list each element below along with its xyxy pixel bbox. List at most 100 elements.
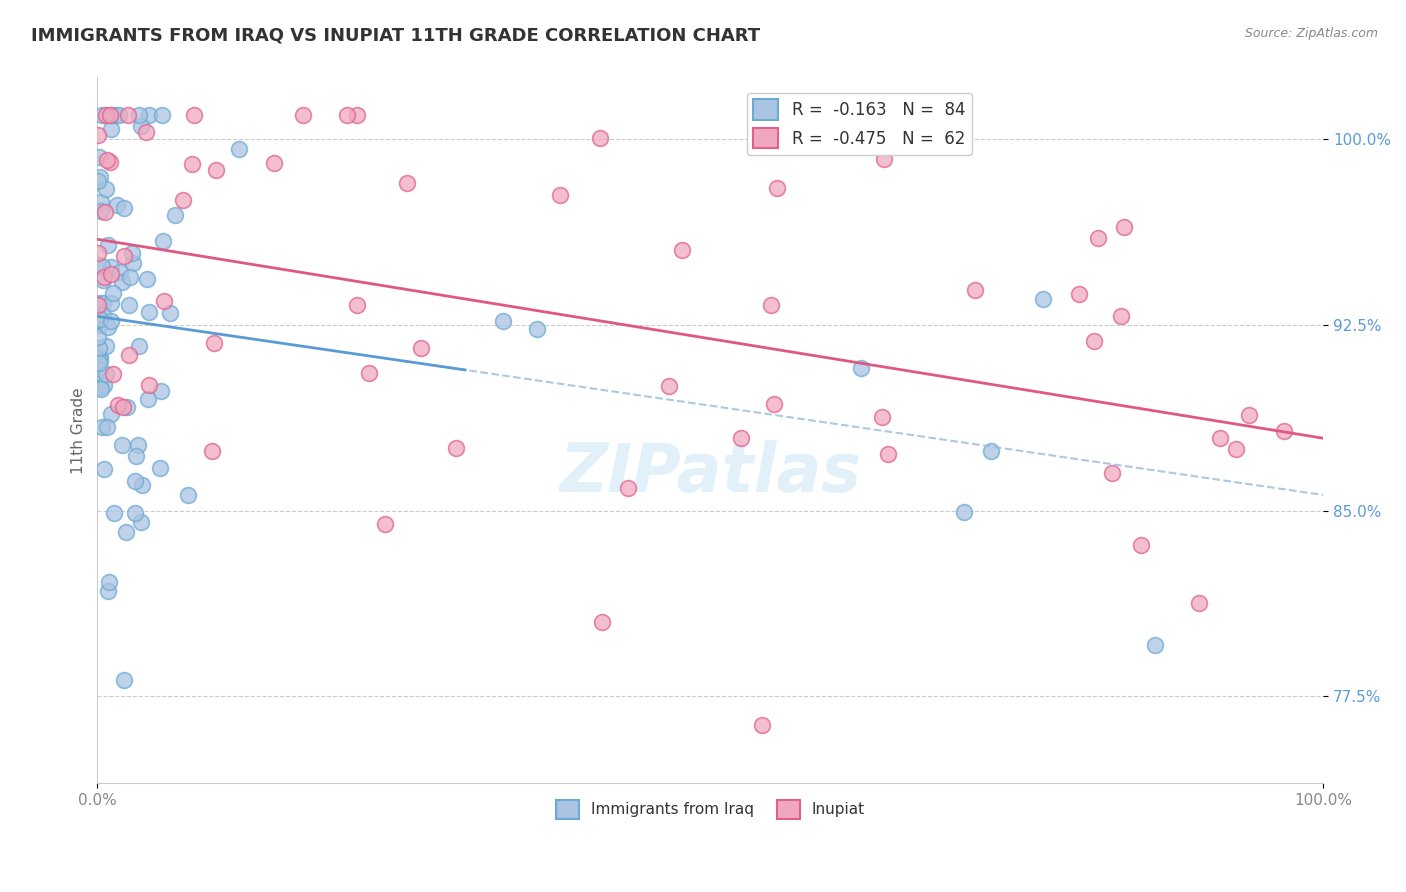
Y-axis label: 11th Grade: 11th Grade (72, 387, 86, 474)
Point (89, 169, 111, 184)
Point (100, 260, 122, 274)
Point (128, 107, 150, 121)
Point (617, 481, 640, 495)
Point (87, 258, 110, 272)
Point (150, 107, 173, 121)
Point (153, 294, 176, 309)
Point (177, 487, 200, 501)
Point (124, 506, 146, 520)
Point (96, 420, 118, 434)
Point (953, 505, 976, 519)
Point (91, 420, 114, 434)
Point (93, 378, 115, 392)
Point (671, 243, 693, 257)
Point (1109, 309, 1132, 323)
Point (121, 256, 143, 270)
Point (96, 153, 118, 168)
Point (103, 506, 125, 520)
Point (346, 107, 368, 121)
Point (87, 330, 110, 344)
Point (135, 125, 157, 139)
Point (1208, 430, 1230, 444)
Point (870, 410, 893, 425)
Point (112, 249, 135, 263)
Point (165, 208, 187, 222)
Point (136, 272, 159, 286)
Point (1083, 334, 1105, 348)
Point (851, 360, 873, 375)
Point (100, 107, 122, 121)
Point (396, 176, 419, 190)
Point (526, 321, 548, 335)
Point (91, 273, 114, 287)
Point (138, 305, 160, 319)
Point (124, 474, 146, 488)
Point (111, 400, 134, 414)
Point (87, 313, 110, 327)
Point (112, 202, 135, 216)
Point (118, 348, 141, 362)
Text: IMMIGRANTS FROM IRAQ VS INUPIAT 11TH GRADE CORRELATION CHART: IMMIGRANTS FROM IRAQ VS INUPIAT 11TH GRA… (31, 27, 761, 45)
Point (117, 107, 139, 121)
Point (94, 367, 117, 381)
Point (87, 174, 110, 188)
Point (93, 462, 115, 476)
Point (100, 122, 122, 136)
Point (91, 308, 114, 322)
Point (89, 356, 111, 370)
Point (1130, 538, 1153, 552)
Point (91, 296, 114, 310)
Point (100, 314, 122, 328)
Point (980, 443, 1002, 458)
Point (91, 260, 114, 274)
Point (89, 353, 111, 368)
Point (346, 297, 368, 311)
Point (127, 438, 149, 452)
Point (94, 205, 117, 219)
Point (150, 384, 173, 399)
Point (100, 407, 122, 421)
Point (115, 401, 138, 415)
Point (111, 438, 134, 452)
Point (98, 107, 121, 121)
Point (1144, 638, 1167, 652)
Point (111, 275, 134, 289)
Point (1112, 219, 1135, 234)
Point (87, 245, 110, 260)
Point (96, 182, 118, 196)
Point (291, 107, 314, 121)
Point (172, 193, 194, 207)
Point (183, 107, 205, 121)
Point (89, 312, 111, 326)
Point (1188, 597, 1211, 611)
Point (730, 431, 752, 445)
Point (94, 339, 117, 353)
Point (87, 341, 110, 355)
Point (965, 283, 987, 297)
Point (202, 335, 225, 350)
Point (411, 341, 433, 355)
Text: ZIPatlas: ZIPatlas (560, 440, 862, 506)
Point (87, 128, 110, 142)
Point (1237, 408, 1260, 422)
Point (108, 107, 131, 121)
Point (751, 718, 773, 732)
Point (97, 319, 120, 334)
Point (114, 525, 136, 540)
Point (90, 194, 112, 209)
Point (374, 516, 396, 531)
Point (87, 298, 110, 312)
Point (100, 296, 122, 310)
Text: Source: ZipAtlas.com: Source: ZipAtlas.com (1244, 27, 1378, 40)
Point (589, 130, 612, 145)
Point (97, 238, 120, 252)
Point (591, 615, 613, 629)
Point (108, 265, 131, 279)
Point (181, 156, 204, 170)
Point (138, 107, 160, 121)
Point (105, 198, 128, 212)
Point (87, 362, 110, 376)
Point (129, 515, 152, 529)
Point (120, 269, 142, 284)
Point (90, 382, 112, 396)
